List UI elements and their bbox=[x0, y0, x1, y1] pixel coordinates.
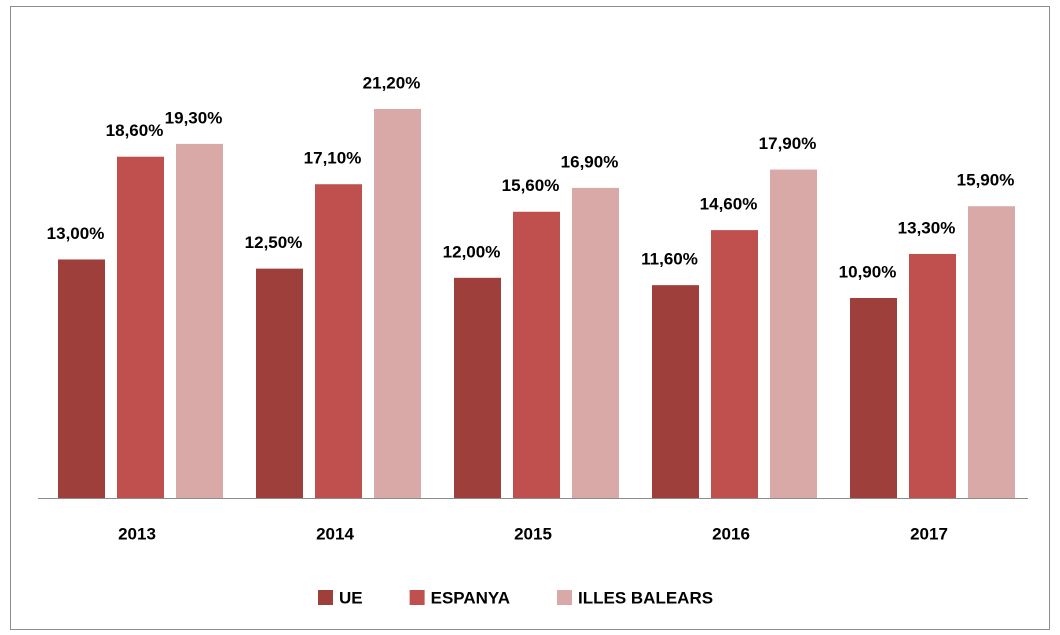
legend-label: UE bbox=[339, 588, 363, 607]
legend-label: ILLES BALEARS bbox=[578, 588, 713, 607]
value-label: 12,50% bbox=[245, 233, 303, 252]
value-label: 13,00% bbox=[47, 224, 105, 243]
value-label: 14,60% bbox=[700, 195, 758, 214]
bar bbox=[711, 230, 758, 499]
bar bbox=[117, 156, 164, 498]
value-label: 11,60% bbox=[641, 250, 698, 269]
bar bbox=[850, 297, 897, 498]
bar bbox=[513, 211, 560, 499]
legend-swatch bbox=[409, 590, 425, 605]
value-label: 15,90% bbox=[957, 171, 1015, 190]
value-label: 12,00% bbox=[443, 242, 501, 261]
x-tick-label: 2016 bbox=[712, 524, 750, 543]
bar bbox=[58, 259, 105, 498]
bar bbox=[572, 187, 619, 498]
value-label: 18,60% bbox=[106, 121, 164, 140]
x-tick-label: 2014 bbox=[316, 524, 354, 543]
bar bbox=[374, 109, 421, 498]
legend-swatch bbox=[318, 590, 333, 605]
x-tick-label: 2015 bbox=[514, 524, 552, 543]
bar bbox=[315, 184, 362, 498]
bar bbox=[968, 206, 1015, 498]
value-label: 15,60% bbox=[502, 176, 560, 195]
value-label: 17,90% bbox=[759, 134, 817, 153]
value-label: 16,90% bbox=[561, 152, 619, 171]
value-label: 21,20% bbox=[363, 73, 421, 92]
bar bbox=[176, 143, 223, 498]
x-tick-label: 2017 bbox=[910, 524, 948, 543]
bar bbox=[256, 268, 303, 498]
bar bbox=[770, 169, 817, 498]
bar bbox=[909, 253, 956, 498]
bar bbox=[454, 277, 501, 498]
bar bbox=[652, 285, 699, 498]
value-label: 19,30% bbox=[165, 108, 223, 127]
legend-swatch bbox=[557, 590, 572, 605]
value-label: 17,10% bbox=[304, 149, 362, 168]
value-label: 13,30% bbox=[898, 218, 956, 237]
legend-label: ESPANYA bbox=[431, 588, 510, 607]
x-tick-label: 2013 bbox=[118, 524, 156, 543]
value-label: 10,90% bbox=[839, 262, 897, 281]
